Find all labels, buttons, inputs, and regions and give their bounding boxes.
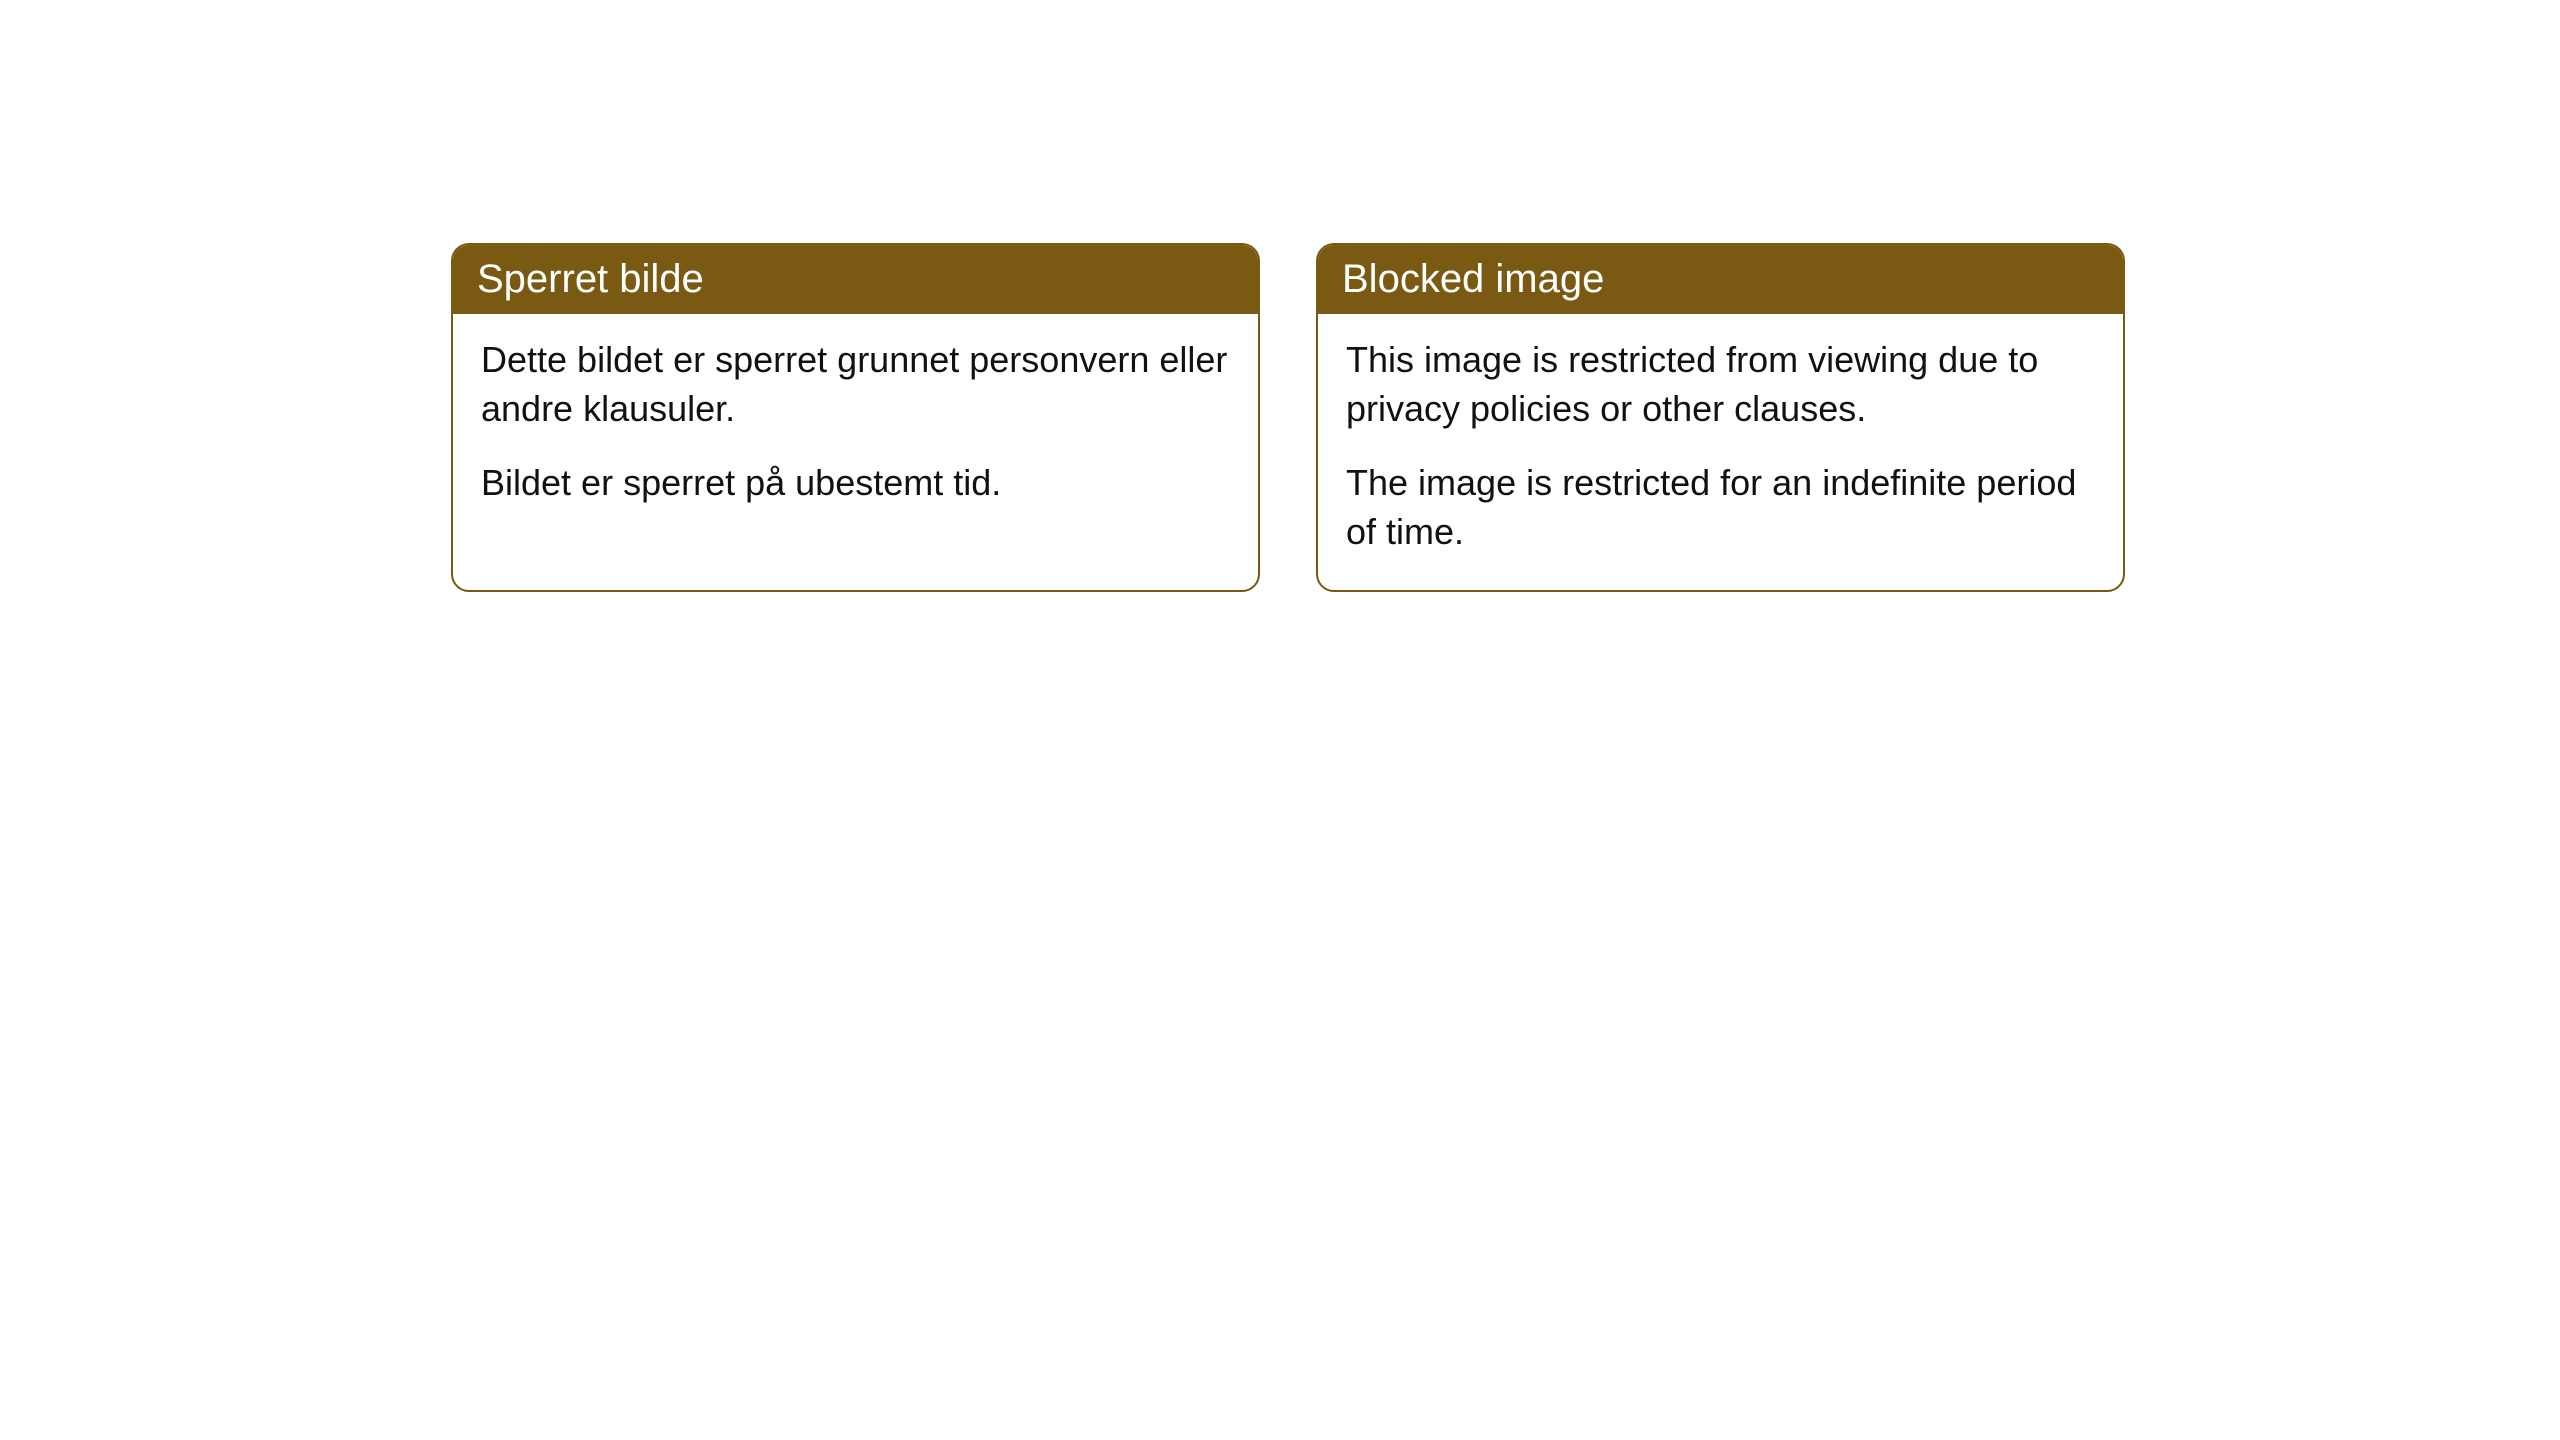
card-paragraph: The image is restricted for an indefinit… bbox=[1346, 459, 2095, 556]
card-body: Dette bildet er sperret grunnet personve… bbox=[453, 314, 1258, 542]
card-title: Blocked image bbox=[1342, 257, 1604, 301]
card-body: This image is restricted from viewing du… bbox=[1318, 314, 2123, 590]
notice-card-english: Blocked image This image is restricted f… bbox=[1316, 243, 2125, 592]
card-paragraph: This image is restricted from viewing du… bbox=[1346, 336, 2095, 433]
card-header: Blocked image bbox=[1318, 245, 2123, 314]
card-title: Sperret bilde bbox=[477, 257, 704, 301]
card-paragraph: Bildet er sperret på ubestemt tid. bbox=[481, 459, 1230, 508]
notice-cards-container: Sperret bilde Dette bildet er sperret gr… bbox=[451, 243, 2560, 592]
card-paragraph: Dette bildet er sperret grunnet personve… bbox=[481, 336, 1230, 433]
notice-card-norwegian: Sperret bilde Dette bildet er sperret gr… bbox=[451, 243, 1260, 592]
card-header: Sperret bilde bbox=[453, 245, 1258, 314]
